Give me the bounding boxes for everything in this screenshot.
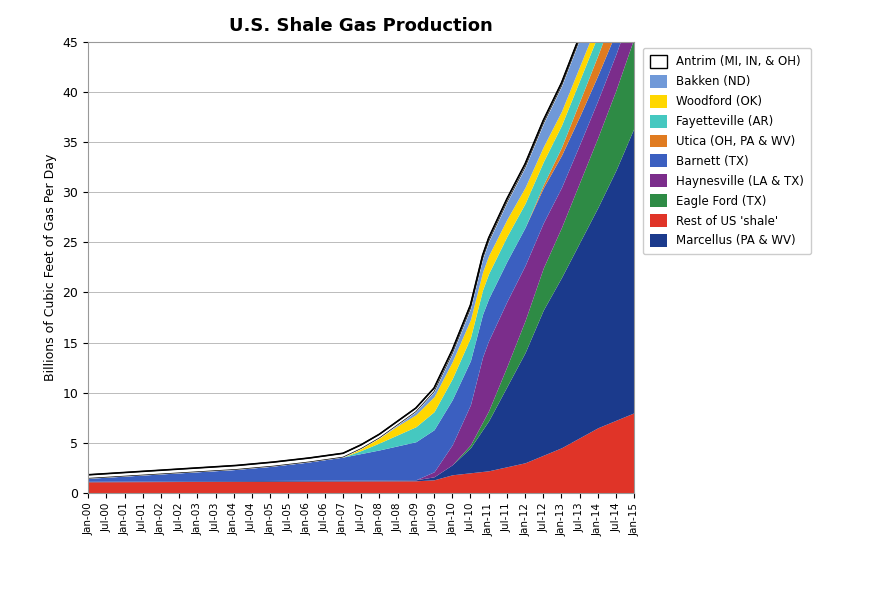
- Title: U.S. Shale Gas Production: U.S. Shale Gas Production: [229, 17, 493, 35]
- Legend: Antrim (MI, IN, & OH), Bakken (ND), Woodford (OK), Fayetteville (AR), Utica (OH,: Antrim (MI, IN, & OH), Bakken (ND), Wood…: [643, 48, 811, 254]
- Y-axis label: Billions of Cubic Feet of Gas Per Day: Billions of Cubic Feet of Gas Per Day: [44, 154, 57, 381]
